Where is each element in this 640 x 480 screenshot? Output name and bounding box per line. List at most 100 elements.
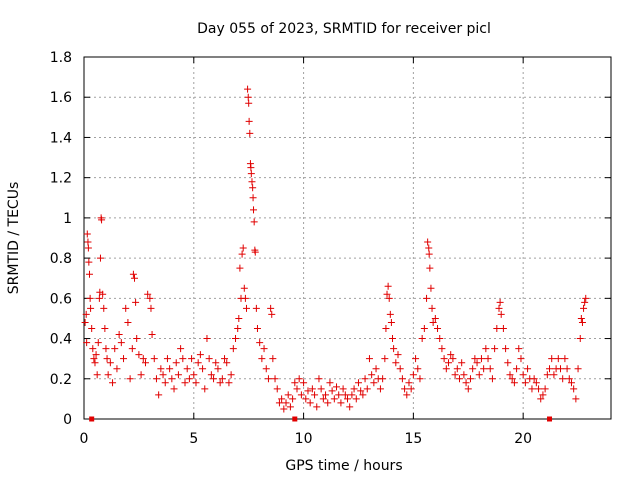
data-point <box>350 385 358 393</box>
y-tick-label: 1.6 <box>50 90 72 106</box>
data-point <box>352 395 360 403</box>
data-point <box>124 318 132 326</box>
data-point <box>425 244 433 252</box>
data-point <box>493 325 501 332</box>
data-point <box>539 391 547 399</box>
data-point <box>471 355 479 363</box>
data-point <box>396 365 404 373</box>
data-point <box>464 385 472 393</box>
data-point <box>535 385 543 393</box>
data-point <box>574 365 582 373</box>
plot-frame <box>83 56 612 420</box>
data-point <box>291 379 299 387</box>
data-point <box>194 359 202 367</box>
data-point <box>524 365 532 373</box>
data-point <box>379 375 387 383</box>
data-point <box>250 218 258 226</box>
data-point <box>131 274 139 282</box>
data-point <box>249 194 257 202</box>
data-point <box>372 365 380 373</box>
data-point <box>93 371 101 379</box>
data-point <box>394 351 402 359</box>
data-point <box>115 331 123 339</box>
data-point <box>83 230 91 238</box>
data-point <box>241 294 249 302</box>
data-point <box>144 290 152 298</box>
data-point <box>196 351 204 359</box>
data-point <box>128 345 136 353</box>
data-point <box>278 395 286 403</box>
data-point <box>161 379 169 387</box>
data-point <box>203 335 211 343</box>
y-tick-label: 0.4 <box>50 332 72 348</box>
data-point <box>582 294 590 302</box>
data-point <box>163 355 171 363</box>
data-point <box>280 405 288 413</box>
data-point <box>85 258 93 266</box>
data-point <box>99 290 107 298</box>
data-point <box>438 345 446 353</box>
data-point <box>333 383 341 391</box>
data-point <box>510 379 518 387</box>
data-point <box>337 399 345 407</box>
data-point <box>381 355 389 363</box>
data-point <box>577 314 585 322</box>
data-point <box>495 304 503 312</box>
data-point <box>286 403 294 411</box>
data-point <box>385 294 393 302</box>
data-point <box>289 395 297 403</box>
data-point <box>192 379 200 387</box>
data-point <box>370 379 378 387</box>
data-point <box>473 359 481 367</box>
data-point <box>232 335 240 343</box>
data-point <box>354 379 362 387</box>
data-point <box>357 387 365 395</box>
x-tick-label: 10 <box>295 431 313 447</box>
data-point <box>297 391 305 399</box>
data-point <box>431 314 439 322</box>
data-point <box>234 325 242 332</box>
data-point <box>218 375 226 383</box>
data-point <box>517 355 525 363</box>
data-point <box>401 385 409 393</box>
data-point <box>85 270 93 278</box>
data-point <box>94 339 102 347</box>
data-point <box>245 99 253 107</box>
data-point <box>458 359 466 367</box>
data-point <box>580 304 588 312</box>
data-point <box>339 385 347 393</box>
data-point <box>188 355 196 363</box>
data-point <box>567 379 575 387</box>
data-point <box>502 345 510 353</box>
data-point <box>302 395 310 403</box>
data-point <box>242 304 250 312</box>
data-point <box>239 244 247 252</box>
data-point <box>348 391 356 399</box>
data-point <box>256 339 264 347</box>
data-point <box>185 375 193 383</box>
data-point <box>412 355 420 363</box>
data-point <box>166 365 174 373</box>
data-point <box>271 375 279 383</box>
data-point <box>407 385 415 393</box>
data-point <box>521 379 529 387</box>
data-point <box>205 355 213 363</box>
data-point <box>480 365 488 373</box>
y-tick-label: 1.2 <box>50 171 72 187</box>
y-tick-label: 0 <box>63 412 72 428</box>
data-point <box>227 371 235 379</box>
data-point <box>434 325 442 332</box>
data-point <box>174 371 182 379</box>
data-point <box>368 371 376 379</box>
data-point <box>491 345 499 353</box>
data-point <box>497 310 505 318</box>
data-point <box>546 365 554 373</box>
data-point <box>253 325 261 332</box>
data-point <box>190 371 198 379</box>
axis-marker <box>547 416 553 422</box>
data-point <box>389 335 397 343</box>
data-point <box>306 399 314 407</box>
data-point <box>84 244 92 252</box>
data-point <box>581 298 589 306</box>
data-point <box>181 379 189 387</box>
